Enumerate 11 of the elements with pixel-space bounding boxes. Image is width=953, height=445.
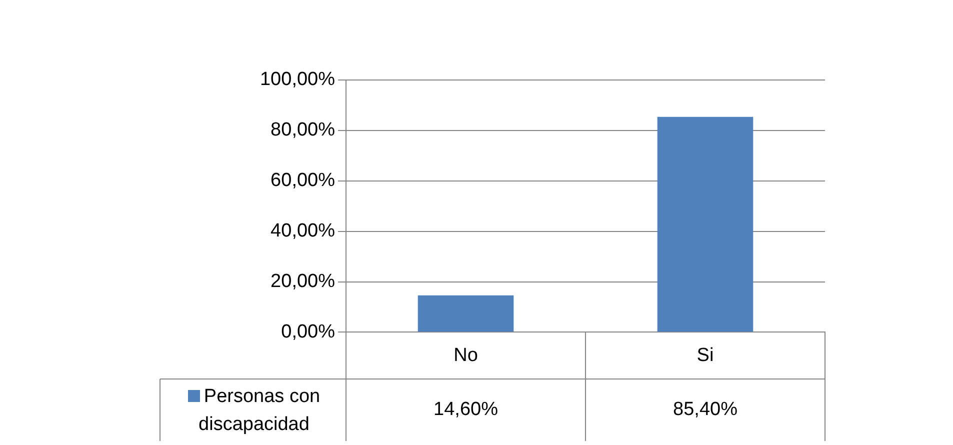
y-tick-label: 20,00% (270, 270, 336, 292)
y-tick-label: 60,00% (270, 170, 336, 192)
y-tick-label: 0,00% (281, 321, 336, 342)
y-tick-label: 40,00% (270, 220, 336, 242)
x-tick-label: No (454, 344, 478, 366)
y-tick-label: 80,00% (270, 120, 336, 141)
legend-label: Personas con discapacidad (198, 386, 320, 435)
y-tick-label: 100,00% (260, 69, 336, 90)
data-label: 14,60% (434, 399, 498, 420)
data-label: 85,40% (673, 399, 738, 420)
x-tick-label: Si (696, 344, 714, 366)
